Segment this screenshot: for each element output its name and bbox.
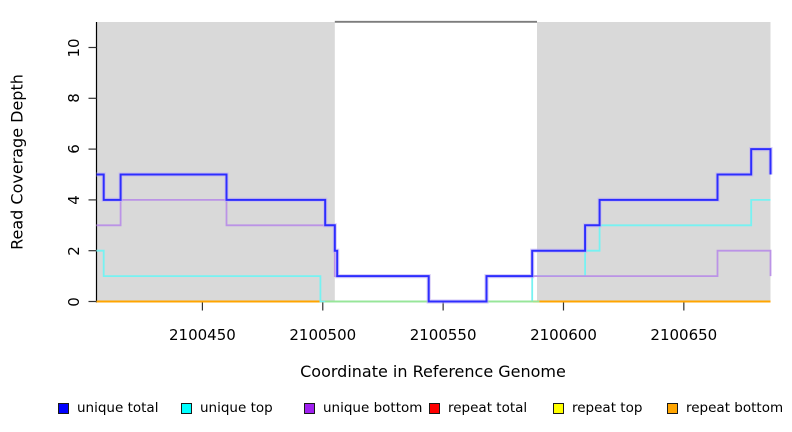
y-tick-label: 2 (65, 245, 83, 256)
legend-swatch-icon (667, 402, 678, 414)
y-axis-title: Read Coverage Depth (7, 74, 27, 250)
legend-label: repeat total (448, 400, 528, 416)
x-tick-label: 2100500 (289, 326, 357, 344)
legend-item-unique-top: unique top (181, 398, 273, 418)
y-tick-label: 0 (65, 296, 83, 307)
x-tick-label: 2100550 (409, 326, 477, 344)
y-tick-label: 6 (65, 144, 83, 154)
y-tick-label: 10 (65, 37, 83, 58)
shaded-region (537, 22, 771, 303)
y-tick-label: 4 (65, 195, 83, 205)
legend-swatch-icon (429, 402, 440, 414)
legend: unique total unique top unique bottom repea… (0, 398, 792, 422)
legend-swatch-icon (58, 402, 69, 414)
legend-label: unique total (77, 400, 159, 416)
legend-item-repeat-top: repeat top (553, 398, 642, 418)
legend-label: unique top (200, 400, 273, 416)
legend-swatch-icon (304, 402, 315, 414)
legend-label: repeat bottom (686, 400, 784, 416)
legend-item-repeat-total: repeat total (429, 398, 527, 418)
legend-swatch-icon (553, 402, 564, 414)
legend-swatch-icon (181, 402, 192, 414)
legend-item-repeat-bottom: repeat bottom (667, 398, 783, 418)
x-tick-label: 2100650 (650, 326, 718, 344)
series-unique-total-line (96, 148, 772, 303)
y-tick-label: 8 (65, 93, 83, 104)
x-tick-label: 2100450 (169, 326, 236, 344)
legend-item-unique-bottom: unique bottom (304, 398, 422, 418)
legend-label: unique bottom (323, 400, 423, 416)
shaded-region (96, 22, 335, 303)
x-tick-label: 2100600 (530, 326, 597, 344)
legend-item-unique-total: unique total (58, 398, 158, 418)
legend-label: repeat top (572, 400, 643, 416)
x-axis-title: Coordinate in Reference Genome (300, 362, 566, 381)
